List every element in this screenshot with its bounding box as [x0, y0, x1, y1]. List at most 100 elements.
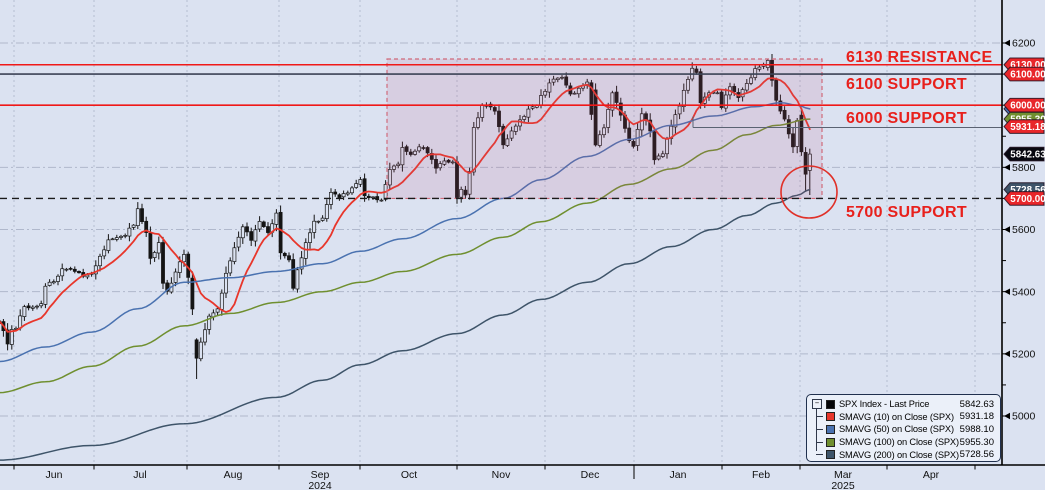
legend-value: 5955.30: [959, 436, 994, 448]
sma10-line: [0, 77, 811, 333]
candle-down: [627, 127, 632, 142]
candle-up: [509, 130, 514, 139]
candle-up: [459, 189, 464, 198]
chart-legend[interactable]: − SPX Index - Last Price 5842.63 SMAVG (…: [806, 394, 1001, 462]
candle-down: [799, 114, 804, 153]
spx-swatch: [826, 399, 835, 409]
candle-up: [350, 187, 354, 194]
candle-up: [135, 208, 140, 226]
candle-up: [51, 281, 56, 284]
candle-down: [337, 194, 342, 198]
candle-up: [438, 163, 443, 169]
candle-down: [774, 79, 779, 101]
candle-down: [140, 208, 144, 223]
support-resistance-lines[interactable]: [0, 63, 1002, 200]
y-tick-arrow-icon: [1004, 39, 1010, 47]
highlight-box[interactable]: [386, 58, 823, 200]
candle-up: [253, 229, 258, 242]
legend-row-smavg100[interactable]: SMAVG (100) on Close (SPX) 5955.30: [811, 436, 996, 449]
legend-value: 5988.10: [959, 423, 994, 435]
candle-down: [463, 189, 468, 196]
moving-average-lines[interactable]: [0, 77, 811, 461]
legend-collapse-icon[interactable]: −: [812, 399, 822, 410]
candle-up: [215, 308, 220, 313]
drawn-annotations[interactable]: [692, 116, 1002, 219]
candle-up: [358, 179, 363, 185]
axis-badge-label: 5728.56: [1010, 185, 1045, 196]
axis-badge: [1003, 97, 1045, 113]
candle-down: [631, 141, 636, 147]
candle-down: [652, 131, 657, 161]
candle-down: [803, 152, 808, 175]
candle-up: [371, 196, 375, 199]
candle-up: [413, 150, 417, 155]
y-tick-label: 5200: [1012, 349, 1036, 361]
sma-line: [0, 188, 811, 461]
candle-up: [35, 305, 39, 308]
candle-up: [308, 232, 312, 243]
candle-up: [526, 108, 531, 118]
candle-down: [148, 232, 153, 259]
axis-badge-label: 6000.00: [1010, 101, 1045, 112]
candle-up: [476, 117, 480, 128]
candle-up: [152, 252, 157, 258]
candle-up: [257, 221, 262, 230]
candle-up: [749, 77, 753, 84]
month-label: Jan: [670, 469, 687, 481]
y-tick-label: 5000: [1012, 411, 1036, 423]
candle-up: [9, 329, 14, 345]
candle-down: [26, 305, 31, 309]
candle-up: [467, 171, 472, 195]
month-label: Jun: [46, 469, 63, 481]
legend-label: SMAVG (200) on Close (SPX): [839, 449, 959, 460]
legend-row-smavg10[interactable]: SMAVG (10) on Close (SPX) 5931.18: [811, 411, 996, 424]
candle-up: [673, 114, 678, 128]
candle-down: [719, 91, 724, 108]
axis-badge: [1003, 191, 1045, 206]
candle-down: [446, 159, 451, 163]
support-5700-label[interactable]: 5700 SUPPORT: [846, 204, 967, 221]
candle-up: [686, 79, 690, 91]
smavg100-swatch: [826, 437, 835, 447]
candle-up: [228, 260, 233, 274]
candles-layer: [0, 53, 812, 380]
candle-down: [408, 151, 413, 155]
candle-up: [442, 160, 447, 165]
legend-row-spx[interactable]: − SPX Index - Last Price 5842.63: [811, 398, 996, 411]
legend-value: 5842.63: [959, 398, 994, 410]
y-tick-label: 5400: [1012, 286, 1036, 298]
support-6100-label[interactable]: 6100 SUPPORT: [846, 76, 967, 93]
candle-up: [471, 127, 476, 173]
candle-down: [144, 220, 149, 233]
candle-down: [614, 91, 619, 103]
candle-down: [589, 82, 594, 115]
annotation-labels: 6130 RESISTANCE 6100 SUPPORT 6000 SUPPOR…: [846, 49, 993, 221]
candle-up: [660, 153, 665, 157]
axis-badge-label: 6100.00: [1010, 69, 1045, 80]
legend-label: SPX Index - Last Price: [839, 399, 930, 410]
candle-up: [39, 303, 44, 307]
candle-up: [119, 235, 123, 238]
candle-up: [18, 315, 23, 329]
legend-row-smavg50[interactable]: SMAVG (50) on Close (SPX) 5988.10: [811, 423, 996, 436]
axis-price-badges: 6130.006100.005988.106000.005955.305931.…: [1003, 57, 1045, 206]
candle-up: [387, 169, 392, 186]
candle-up: [198, 341, 203, 360]
candle-up: [22, 306, 27, 317]
candle-up: [236, 236, 241, 248]
candle-up: [64, 268, 69, 271]
candle-up: [177, 261, 182, 273]
candle-up: [551, 78, 556, 83]
resistance-6130-label[interactable]: 6130 RESISTANCE: [846, 49, 993, 66]
legend-row-smavg200[interactable]: SMAVG (200) on Close (SPX) 5728.56: [811, 448, 996, 461]
tree-stub: [816, 416, 823, 418]
candle-down: [161, 242, 165, 284]
support-6000-label[interactable]: 6000 SUPPORT: [846, 110, 967, 127]
month-label: Apr: [923, 469, 940, 481]
candle-up: [505, 138, 510, 146]
legend-value: 5728.56: [959, 449, 994, 461]
candle-up: [392, 165, 396, 170]
candle-down: [266, 226, 270, 233]
candle-up: [417, 146, 422, 152]
